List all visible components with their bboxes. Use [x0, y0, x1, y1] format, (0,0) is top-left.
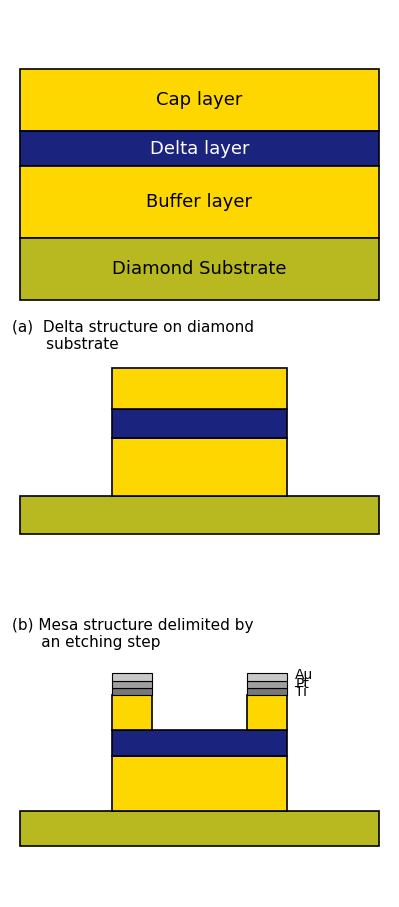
Bar	[247, 681, 287, 688]
Bar	[20, 132, 379, 166]
Bar	[20, 69, 379, 132]
Bar	[112, 673, 152, 681]
Bar	[247, 673, 287, 681]
Bar	[112, 695, 152, 730]
Text: Ti: Ti	[295, 685, 307, 699]
Bar	[112, 756, 287, 811]
Bar	[112, 409, 287, 438]
Bar	[112, 681, 152, 688]
Bar	[20, 166, 379, 238]
Bar	[112, 368, 287, 409]
Text: Au: Au	[295, 668, 314, 682]
Bar	[247, 695, 287, 730]
Text: Delta layer: Delta layer	[150, 140, 249, 158]
Text: (b) Mesa structure delimited by
      an etching step: (b) Mesa structure delimited by an etchi…	[12, 618, 253, 650]
Text: (a)  Delta structure on diamond
       substrate: (a) Delta structure on diamond substrate	[12, 319, 254, 352]
Bar	[112, 438, 287, 496]
Text: Diamond Substrate: Diamond Substrate	[112, 260, 287, 278]
Text: Pt: Pt	[295, 677, 309, 690]
Text: Cap layer: Cap layer	[156, 91, 243, 109]
Bar	[247, 688, 287, 695]
Bar	[20, 811, 379, 846]
Bar	[20, 496, 379, 534]
Bar	[112, 730, 287, 756]
Bar	[112, 688, 152, 695]
Text: Buffer layer: Buffer layer	[146, 193, 253, 210]
Bar	[20, 238, 379, 300]
